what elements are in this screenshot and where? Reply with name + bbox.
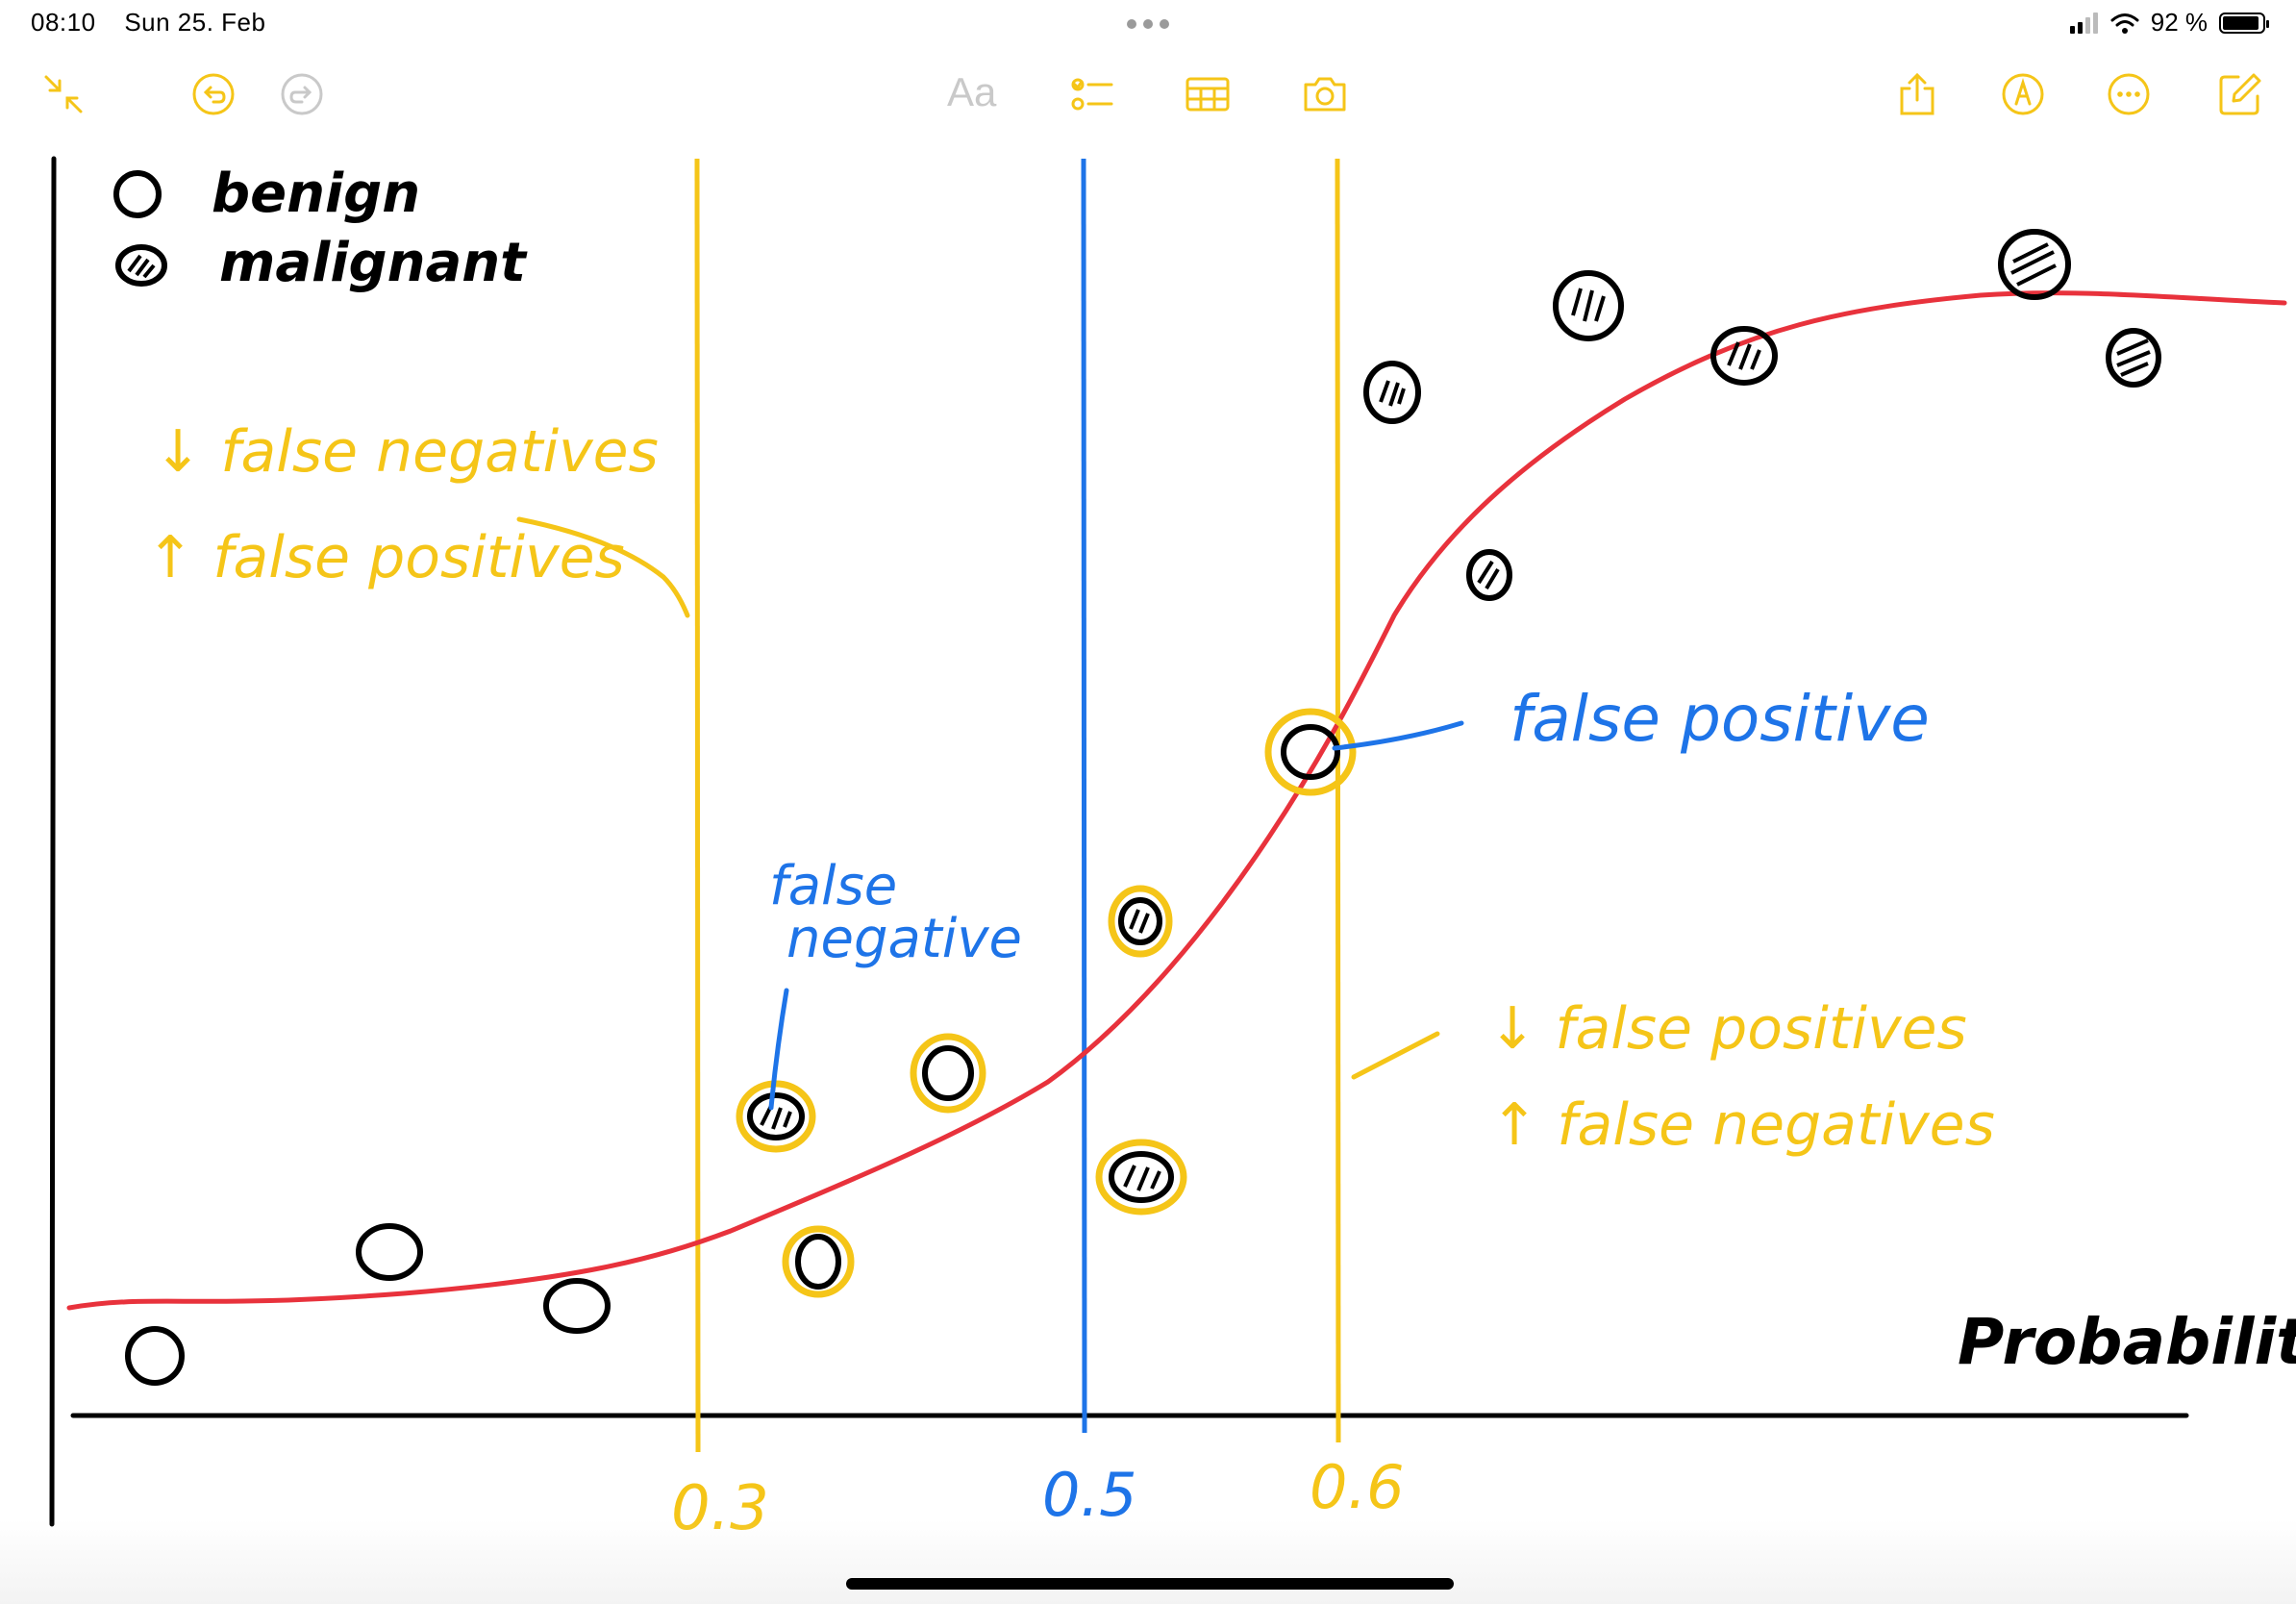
status-indicators: 92 % [2069,8,2269,38]
status-time: 08:10 [31,8,96,37]
checklist-icon[interactable] [1065,67,1119,121]
threshold-label-0-5: 0.5 [1042,1460,1137,1530]
highlight-ring [910,1033,986,1114]
malignant-highlighted-points [736,885,1187,1216]
benign-point [795,1234,841,1290]
false-positive-annotation: false positive [1332,682,1930,756]
false-negative-text-2: negative [786,908,1022,970]
false-positive-connector [1332,720,1464,751]
malignant-point [1108,885,1173,958]
malignant-points [1363,229,2161,601]
sigmoid-curve [66,290,2287,1311]
markup-icon[interactable] [1996,67,2050,121]
false-positive-text: false positive [1510,682,1930,756]
high-threshold-annotation: ↓ false positives ↑ false negatives [1351,995,1995,1159]
benign-point [543,1278,611,1334]
malignant-point [2106,328,2161,388]
compose-icon[interactable] [2213,67,2267,121]
high-threshold-connector [1351,1031,1440,1080]
malignant-point [1095,1139,1187,1216]
highlight-ring [782,1225,855,1298]
battery-icon [2219,12,2269,34]
undo-icon[interactable] [187,67,240,121]
false-negative-text-1: false [769,855,897,917]
legend-malignant-marker [115,244,167,287]
highlight-ring [1264,708,1357,796]
benign-point [125,1326,185,1386]
false-negative-annotation: false negative [768,855,1022,1111]
false-negative-connector [768,988,789,1111]
low-threshold-annotation: ↓ false negatives ↑ false positives [146,418,690,618]
malignant-point [1710,326,1778,386]
status-date: Sun 25. Feb [124,8,266,37]
low-threshold-text-1: ↓ false negatives [154,418,659,486]
high-threshold-text-2: ↑ false negatives [1490,1091,1995,1159]
multitasking-dots-icon[interactable] [1127,19,1169,29]
table-icon[interactable] [1181,67,1235,121]
wifi-icon [2110,13,2139,34]
benign-point [922,1045,974,1101]
false-negative-point [736,1080,816,1153]
malignant-point [1998,229,2071,300]
legend: benign malignant [113,163,528,294]
malignant-point [1363,361,1421,424]
redo-icon[interactable] [275,67,329,121]
threshold-label-0-6: 0.6 [1310,1452,1405,1522]
benign-highlighted-points [782,708,1357,1298]
malignant-point [1466,549,1512,601]
legend-benign-marker [113,170,162,218]
y-axis [49,156,57,1527]
format-button[interactable]: Aa [947,69,997,114]
x-axis-label: Probability [1958,1305,2296,1379]
low-threshold-text-2: ↑ false positives [146,524,625,591]
collapse-icon[interactable] [37,67,90,121]
home-indicator[interactable] [846,1578,1454,1590]
share-icon[interactable] [1890,67,1944,121]
bottom-fade [0,1519,2296,1604]
benign-point [356,1223,423,1281]
malignant-point [1553,270,1624,341]
notes-toolbar: Aa [0,58,2296,135]
cellular-signal-icon [2069,12,2098,34]
threshold-line-0-6 [1335,158,1341,1443]
status-time-date: 08:10 Sun 25. Feb [31,8,287,38]
more-icon[interactable] [2102,67,2156,121]
low-threshold-connector [516,516,690,618]
threshold-line-0-5 [1081,158,1087,1434]
legend-benign-label: benign [212,163,420,225]
high-threshold-text-1: ↓ false positives [1488,995,1967,1063]
false-positive-point [1281,724,1340,780]
battery-percentage: 92 % [2150,8,2208,37]
threshold-line-0-3 [694,158,701,1453]
camera-icon[interactable] [1298,67,1352,121]
legend-malignant-label: malignant [219,232,528,294]
status-bar: 08:10 Sun 25. Feb 92 % [0,0,2296,48]
benign-points [125,1223,611,1386]
